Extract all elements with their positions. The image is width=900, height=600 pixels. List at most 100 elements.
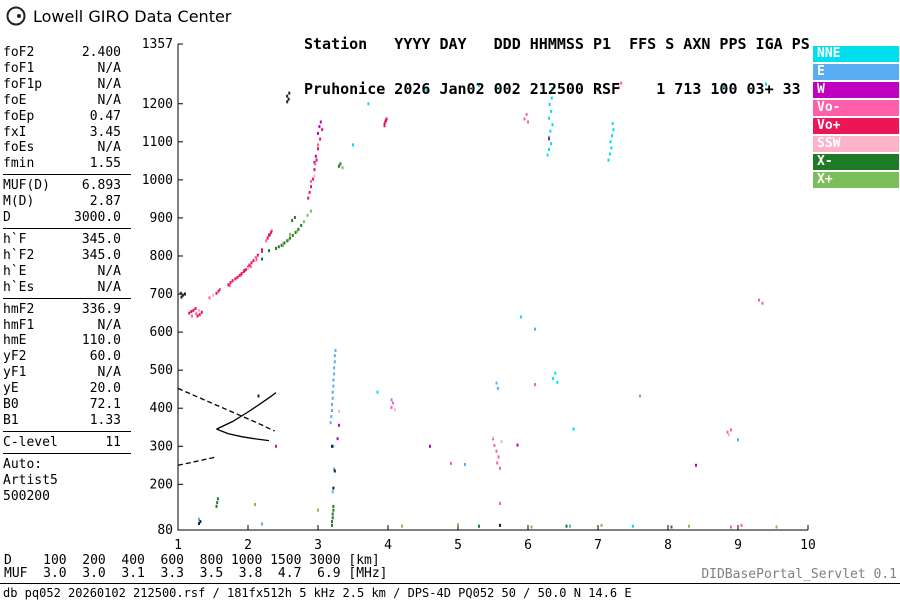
parameter-panel: foF2 2.400 foF1 N/A foF1p N/A foE N/A foEp 0.47 fx… (3, 45, 131, 504)
param-row: yE 20.0 (3, 381, 121, 397)
param-value: 6.893 (81, 178, 121, 194)
param-value: N/A (97, 140, 121, 156)
param-row: foF1p N/A (3, 77, 121, 93)
param-row: hmF1 N/A (3, 318, 121, 334)
x-tick-label: 6 (524, 538, 532, 553)
param-label: C-level (3, 434, 58, 450)
param-label: foE (3, 92, 27, 108)
y-tick-label: 1357 (142, 37, 173, 52)
legend-item-x-: X- (813, 154, 899, 170)
echo-series-vo- (191, 81, 764, 529)
param-label: yF1 (3, 365, 27, 381)
servlet-version: DIDBasePortal_Servlet 0.1 (701, 567, 897, 582)
x-tick-label: 4 (384, 538, 392, 553)
brand-title: Lowell GIRO Data Center (33, 6, 232, 26)
param-value: 72.1 (89, 397, 121, 413)
param-row: MUF(D) 6.893 (3, 178, 121, 194)
x-tick-label: 10 (800, 538, 816, 553)
y-tick-label: 900 (150, 211, 173, 226)
x-tick-label: 8 (664, 538, 672, 553)
param-value: 11 (105, 434, 121, 450)
param-value: 3.45 (89, 124, 121, 140)
legend-item-vo-: Vo- (813, 100, 899, 116)
param-label: h`F2 (3, 247, 35, 263)
param-label: Artist5 (3, 472, 58, 488)
param-label: h`F (3, 231, 27, 247)
param-value: 2.400 (81, 45, 121, 60)
echo-series-ssw (198, 86, 730, 444)
param-value: 110.0 (81, 333, 121, 349)
x-tick-label: 9 (734, 538, 742, 553)
echo-series-nne (352, 82, 767, 528)
param-row: h`E N/A (3, 264, 121, 280)
param-row: Auto: (3, 457, 121, 473)
param-divider (3, 452, 131, 454)
param-row: foF1 N/A (3, 61, 121, 77)
param-label: foF2 (3, 45, 35, 60)
param-value: 2.87 (89, 194, 121, 210)
param-value: N/A (97, 76, 121, 92)
echo-series-x- (215, 88, 673, 529)
param-label: hmE (3, 333, 27, 349)
param-value: N/A (97, 92, 121, 108)
x-tick-label: 7 (594, 538, 602, 553)
param-label: foEp (3, 108, 35, 124)
param-row: Artist5 (3, 473, 121, 489)
param-row: B1 1.33 (3, 413, 121, 429)
param-row: yF1 N/A (3, 365, 121, 381)
y-tick-label: 500 (150, 363, 173, 378)
param-value: N/A (97, 279, 121, 295)
param-row: D 3000.0 (3, 210, 121, 226)
param-row: foEs N/A (3, 140, 121, 156)
x-tick-label: 2 (244, 538, 252, 553)
param-row: hmE 110.0 (3, 333, 121, 349)
x-tick-label: 3 (314, 538, 322, 553)
param-row: 500200 (3, 489, 121, 505)
param-value: 345.0 (81, 231, 121, 247)
param-label: foF1 (3, 60, 35, 76)
param-value: 0.47 (89, 108, 121, 124)
y-tick-label: 800 (150, 249, 173, 264)
param-row: foE N/A (3, 93, 121, 109)
param-value: 60.0 (89, 349, 121, 365)
header-columns-line: Station YYYY DAY DDD HHMMSS P1 FFS S AXN… (304, 35, 810, 53)
y-tick-label: 1000 (142, 173, 173, 188)
param-value: 336.9 (81, 301, 121, 317)
muf-table: D 100 200 400 600 800 1000 1500 3000 [km… (4, 553, 388, 581)
param-row: B0 72.1 (3, 397, 121, 413)
param-label: Auto: (3, 456, 43, 472)
param-row: yF2 60.0 (3, 349, 121, 365)
profile-trace (177, 387, 277, 466)
param-value: N/A (97, 317, 121, 333)
x-tick-label: 5 (454, 538, 462, 553)
legend-item-ssw: SSW (813, 136, 899, 152)
param-label: yF2 (3, 349, 27, 365)
param-label: 500200 (3, 488, 50, 504)
param-label: foEs (3, 140, 35, 156)
param-value: 20.0 (89, 381, 121, 397)
param-value: 3000.0 (74, 210, 121, 226)
param-label: D (3, 210, 11, 226)
y-tick-label: 400 (150, 401, 173, 416)
y-tick-label: 700 (150, 287, 173, 302)
y-tick-label: 300 (150, 439, 173, 454)
echo-series-e (198, 327, 739, 528)
param-divider (3, 430, 131, 432)
param-value: N/A (97, 60, 121, 76)
header-values-line: Pruhonice 2026 Jan02 002 212500 RSF 1 71… (304, 80, 801, 98)
echo-series-vo- (188, 117, 494, 448)
param-label: B0 (3, 397, 19, 413)
legend-item-x-: X+ (813, 172, 899, 188)
param-row: foF2 2.400 (3, 45, 121, 61)
param-label: M(D) (3, 194, 35, 210)
param-value: 1.55 (89, 156, 121, 172)
param-value: N/A (97, 365, 121, 381)
param-row: fmin 1.55 (3, 156, 121, 172)
param-row: h`F 345.0 (3, 232, 121, 248)
param-row: fxI 3.45 (3, 125, 121, 141)
y-tick-label: 200 (150, 477, 173, 492)
axes (177, 43, 809, 531)
param-row: M(D) 2.87 (3, 194, 121, 210)
param-value: 345.0 (81, 247, 121, 263)
